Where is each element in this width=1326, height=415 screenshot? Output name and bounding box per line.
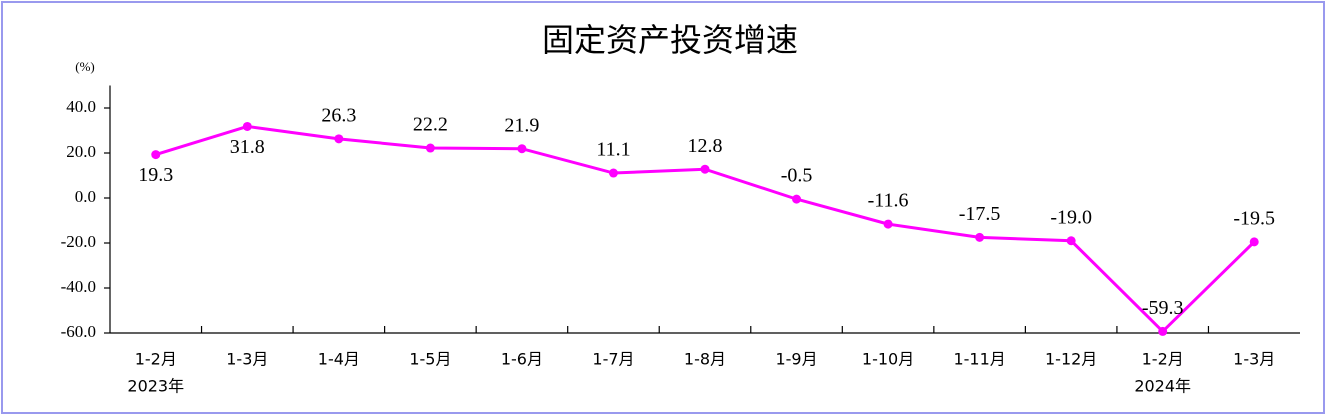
y-tick-label: 40.0 [66, 97, 96, 116]
x-tick-label: 1-2月 [135, 350, 177, 369]
point [883, 219, 893, 229]
data-label: -19.0 [1050, 206, 1092, 228]
x-tick-label: 1-2月 [1142, 350, 1184, 369]
data-label: 12.8 [688, 135, 723, 157]
x-tick-sublabel: 2023年 [127, 377, 184, 396]
point [975, 232, 985, 242]
point [517, 144, 527, 154]
point [151, 150, 161, 160]
x-tick-label: 1-6月 [501, 350, 543, 369]
point [700, 164, 710, 174]
point [334, 134, 344, 144]
x-tick-label: 1-12月 [1045, 350, 1097, 369]
data-label: 26.3 [321, 104, 356, 126]
y-tick-label: -20.0 [61, 232, 96, 251]
x-tick-label: 1-3月 [1233, 350, 1275, 369]
x-tick-label: 1-8月 [684, 350, 726, 369]
x-tick-label: 1-3月 [226, 350, 268, 369]
point [1158, 326, 1168, 336]
x-tick-label: 1-10月 [862, 350, 914, 369]
point [792, 194, 802, 204]
data-label: -59.3 [1142, 297, 1184, 319]
data-label: 31.8 [230, 136, 265, 158]
y-tick-label: -60.0 [61, 322, 96, 341]
point [608, 168, 618, 178]
data-label: 21.9 [504, 114, 539, 136]
data-label: -0.5 [781, 165, 813, 187]
point [425, 143, 435, 153]
x-tick-label: 1-4月 [318, 350, 360, 369]
line [155, 124, 1256, 334]
point [1249, 237, 1259, 247]
x-tick-label: 1-9月 [775, 350, 817, 369]
y-tick-label: -40.0 [61, 277, 96, 296]
x-tick-label: 1-11月 [953, 350, 1005, 369]
x-tick-label: 1-7月 [592, 350, 634, 369]
data-label: -17.5 [959, 203, 1001, 225]
data-label: -19.5 [1233, 207, 1275, 229]
chart-title: 固定资产投资增速 [542, 21, 798, 59]
data-label: 22.2 [413, 114, 448, 136]
x-tick-sublabel: 2024年 [1134, 377, 1191, 396]
y-unit: (%) [75, 59, 95, 74]
y-tick-label: 0.0 [75, 187, 96, 206]
x-tick-label: 1-5月 [409, 350, 451, 369]
data-label: 19.3 [138, 164, 173, 186]
data-label: -11.6 [868, 190, 909, 212]
data-label: 11.1 [596, 139, 630, 161]
point [1066, 236, 1076, 246]
y-tick-label: 20.0 [66, 142, 96, 161]
point [242, 121, 252, 131]
